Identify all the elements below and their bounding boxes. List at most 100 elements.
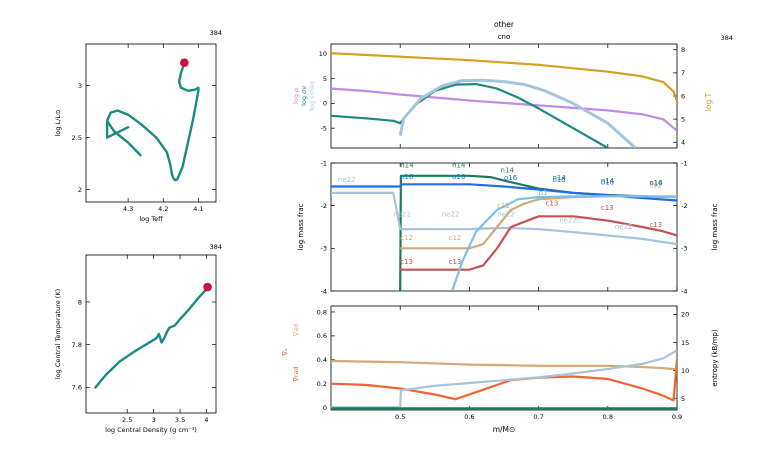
abundance-label: c12 xyxy=(649,181,662,189)
y-tick-label: -4 xyxy=(321,287,327,295)
y-tick-label: 0.6 xyxy=(317,332,327,340)
x-tick-label: 4.3 xyxy=(123,205,133,213)
y-tick-label: 7.8 xyxy=(72,341,82,349)
abundance-c13 xyxy=(400,215,677,271)
center-xlabel: log Central Density (g cm⁻³) xyxy=(105,426,197,434)
x-tick-label: 2.5 xyxy=(122,416,132,424)
profile-mid-ylabel: log mass frac xyxy=(297,203,305,250)
y-tick-label: 7 xyxy=(681,69,685,77)
profile-bottom-left-label: ∇ₓ xyxy=(281,348,289,356)
abundance-label: ne22 xyxy=(559,217,577,225)
x-tick-label: 0.7 xyxy=(533,413,543,421)
x-tick-label: 0.5 xyxy=(395,413,405,421)
hr-track xyxy=(105,119,130,139)
profile-subtitle: cno xyxy=(498,33,511,41)
abundance-label: c12 xyxy=(497,202,510,210)
x-tick-label: 0.6 xyxy=(464,413,474,421)
profile-xlabel: m/M⊙ xyxy=(493,425,516,434)
hr-frame xyxy=(85,43,217,203)
y-tick-label: 8 xyxy=(78,298,82,306)
abundance-label: o16 xyxy=(552,176,566,184)
abundance-label: o16 xyxy=(504,174,518,182)
y-tick-label: 4 xyxy=(681,139,685,147)
abundance-label: n14 xyxy=(601,177,615,185)
abundance-label: ne22 xyxy=(442,210,460,218)
series-lightblue xyxy=(331,349,677,409)
profile-bottom-left-label: ∇ad xyxy=(292,324,300,337)
series-lightblue xyxy=(398,78,637,148)
series-tan xyxy=(331,359,677,371)
y-tick-label: -4 xyxy=(681,287,687,295)
abundance-label: o16 xyxy=(452,173,466,181)
y-tick-label: 7.6 xyxy=(72,384,82,392)
y-tick-label: 3 xyxy=(78,82,82,90)
abundance-label: c13 xyxy=(449,258,462,266)
y-tick-label: -3 xyxy=(321,245,327,253)
y-tick-label: 5 xyxy=(323,75,327,83)
abundance-label: c12 xyxy=(449,234,462,242)
x-tick-label: 3.5 xyxy=(175,416,185,424)
profile-bottom-right-label: entropy (kB/mp) xyxy=(711,329,719,387)
y-tick-label: 0.2 xyxy=(317,380,327,388)
abundance-label: c13 xyxy=(546,200,559,208)
hr-current-point xyxy=(180,58,189,68)
series-gold xyxy=(331,52,677,101)
hr-model-number: 384 xyxy=(210,29,222,37)
y-tick-label: 0.8 xyxy=(317,308,327,316)
abundance-label: n14 xyxy=(501,166,515,174)
profile-bottom-left-label: ∇rad xyxy=(292,366,300,382)
abundance-label: ne22 xyxy=(393,210,411,218)
abundance-label: o16 xyxy=(400,173,414,181)
abundance-label: p1 xyxy=(539,189,548,197)
y-tick-label: 5 xyxy=(681,115,685,123)
y-tick-label: -1 xyxy=(321,159,327,167)
y-tick-label: 0 xyxy=(323,404,327,412)
profile-top-left-label: log σν xyxy=(300,86,308,106)
series-violet xyxy=(331,87,677,132)
abundance-label: o16 xyxy=(649,179,663,187)
profile-bottom-lines xyxy=(331,349,677,410)
abundance-label: ne22 xyxy=(497,210,515,218)
y-tick-label: 2.5 xyxy=(72,134,82,142)
hr-track xyxy=(105,61,200,182)
profile-top-left-label: log ρ xyxy=(292,88,300,104)
abundance-label: n14 xyxy=(552,174,566,182)
y-tick-label: 20 xyxy=(681,311,689,319)
profile-top-frame xyxy=(330,43,678,149)
y-tick-label: 15 xyxy=(681,339,689,347)
y-tick-label: -3 xyxy=(681,245,687,253)
y-tick-label: -5 xyxy=(321,124,327,132)
x-tick-label: 4.2 xyxy=(158,205,168,213)
profile-top-right-label: log T xyxy=(704,92,713,111)
center-current-point xyxy=(203,282,212,292)
abundance-c12 xyxy=(400,195,677,250)
center-model-number: 384 xyxy=(210,243,222,251)
x-tick-label: 3 xyxy=(152,416,156,424)
y-tick-label: 5 xyxy=(681,395,685,403)
y-tick-label: 0 xyxy=(323,100,327,108)
y-tick-label: 0.4 xyxy=(317,356,327,364)
center-ylabel: log Central Temperature (K) xyxy=(54,289,62,379)
x-tick-label: 0.9 xyxy=(672,413,682,421)
y-tick-label: -2 xyxy=(681,202,687,210)
y-tick-label: 2 xyxy=(78,186,82,194)
hr-xlabel: log Teff xyxy=(139,215,163,223)
center-frame xyxy=(85,254,217,414)
abundance-label: c13 xyxy=(400,258,413,266)
x-tick-label: 4.1 xyxy=(193,205,203,213)
abundance-label: n14 xyxy=(649,180,663,188)
x-tick-label: 0.8 xyxy=(603,413,613,421)
abundance-label: c13 xyxy=(601,204,614,212)
abundance-label: c13 xyxy=(649,221,662,229)
abundance-p1 xyxy=(451,195,677,291)
abundance-label: ne22 xyxy=(615,223,633,231)
x-tick-label: 4 xyxy=(204,416,208,424)
profile-mid-frame xyxy=(330,162,678,292)
profile-top-lines xyxy=(331,52,677,148)
abundance-label: o16 xyxy=(601,178,615,186)
series-teal xyxy=(331,82,609,148)
y-tick-label: -2 xyxy=(321,202,327,210)
center-track xyxy=(94,288,208,389)
abundance-label: ne22 xyxy=(338,176,356,184)
